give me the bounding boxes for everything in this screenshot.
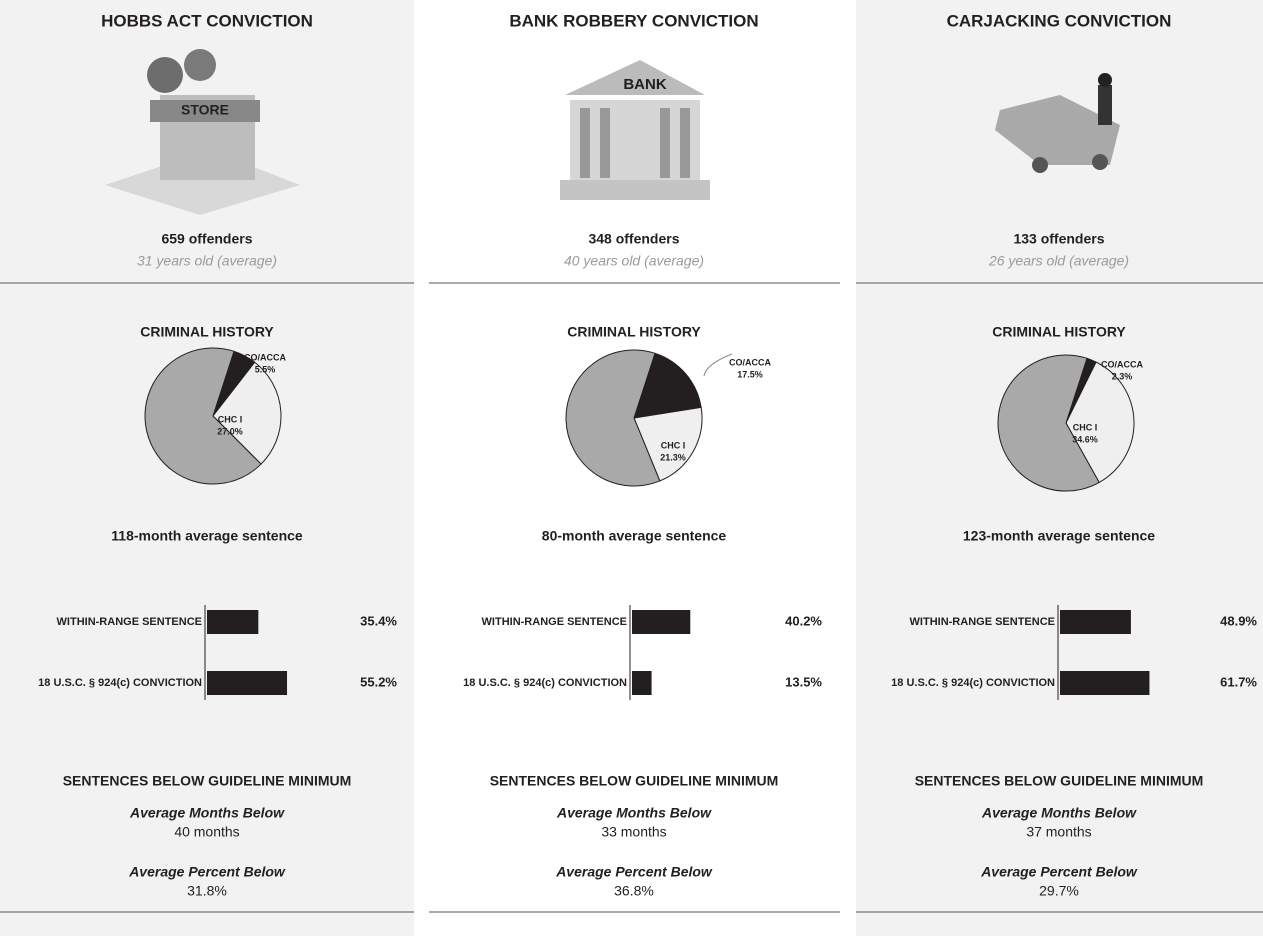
bar-category: WITHIN-RANGE SENTENCE [57, 616, 202, 628]
months-label: Average Months Below [981, 805, 1137, 821]
sentence: 118-month average sentence [111, 528, 303, 544]
svg-text:BANK: BANK [623, 76, 666, 93]
bar-value: 35.4% [360, 613, 397, 628]
months-label: Average Months Below [129, 805, 285, 821]
slice-value: 5.5% [255, 364, 276, 374]
bar [207, 671, 287, 695]
bar [632, 610, 690, 634]
bar-value: 40.2% [785, 613, 822, 628]
slice-label: CO/ACCA [1101, 359, 1143, 369]
percent: 29.7% [1039, 883, 1079, 899]
slice-label: CO/ACCA [244, 352, 286, 362]
bar-category: WITHIN-RANGE SENTENCE [910, 616, 1055, 628]
bar-category: 18 U.S.C. § 924(c) CONVICTION [463, 677, 627, 689]
bank-illustration: BANK [560, 60, 710, 200]
below-title: SENTENCES BELOW GUIDELINE MINIMUM [63, 773, 352, 789]
sentence: 80-month average sentence [542, 528, 727, 544]
age: 40 years old (average) [564, 253, 704, 269]
pie-title: CRIMINAL HISTORY [567, 324, 701, 340]
bar-category: 18 U.S.C. § 924(c) CONVICTION [891, 677, 1055, 689]
slice-value: 2.3% [1112, 371, 1133, 381]
title: BANK ROBBERY CONVICTION [509, 11, 758, 30]
age: 31 years old (average) [137, 253, 277, 269]
bar-value: 61.7% [1220, 674, 1257, 689]
infographic: STORE BANK HOBBS ACT CONVICTION 659 offen… [0, 0, 1263, 936]
months: 37 months [1026, 824, 1091, 840]
months: 40 months [174, 824, 239, 840]
slice-label: CHC I [661, 440, 686, 450]
months: 33 months [601, 824, 666, 840]
bar [1060, 610, 1131, 634]
offenders: 348 offenders [588, 231, 679, 247]
slice-value: 17.5% [737, 369, 763, 379]
offenders: 659 offenders [161, 231, 252, 247]
below-title: SENTENCES BELOW GUIDELINE MINIMUM [490, 773, 779, 789]
below-title: SENTENCES BELOW GUIDELINE MINIMUM [915, 773, 1204, 789]
leader-line [704, 354, 732, 376]
slice-value: 27.0% [217, 426, 243, 436]
bar-category: WITHIN-RANGE SENTENCE [482, 616, 627, 628]
title: HOBBS ACT CONVICTION [101, 11, 313, 30]
bar [207, 610, 258, 634]
offenders: 133 offenders [1013, 231, 1104, 247]
pie-title: CRIMINAL HISTORY [140, 324, 274, 340]
percent: 36.8% [614, 883, 654, 899]
slice-label: CO/ACCA [729, 357, 771, 367]
sentence: 123-month average sentence [963, 528, 1155, 544]
slice-label: CHC I [218, 414, 243, 424]
percent: 31.8% [187, 883, 227, 899]
bar-value: 13.5% [785, 674, 822, 689]
age: 26 years old (average) [988, 253, 1129, 269]
percent-label: Average Percent Below [980, 864, 1138, 880]
svg-text:STORE: STORE [181, 102, 229, 118]
percent-label: Average Percent Below [555, 864, 713, 880]
months-label: Average Months Below [556, 805, 712, 821]
pie-title: CRIMINAL HISTORY [992, 324, 1126, 340]
slice-value: 34.6% [1072, 434, 1098, 444]
title: CARJACKING CONVICTION [947, 11, 1172, 30]
slice-value: 21.3% [660, 452, 686, 462]
percent-label: Average Percent Below [128, 864, 286, 880]
bar [1060, 671, 1149, 695]
slice-label: CHC I [1073, 422, 1098, 432]
bar [632, 671, 652, 695]
bar-value: 55.2% [360, 674, 397, 689]
bar-category: 18 U.S.C. § 924(c) CONVICTION [38, 677, 202, 689]
bar-value: 48.9% [1220, 613, 1257, 628]
